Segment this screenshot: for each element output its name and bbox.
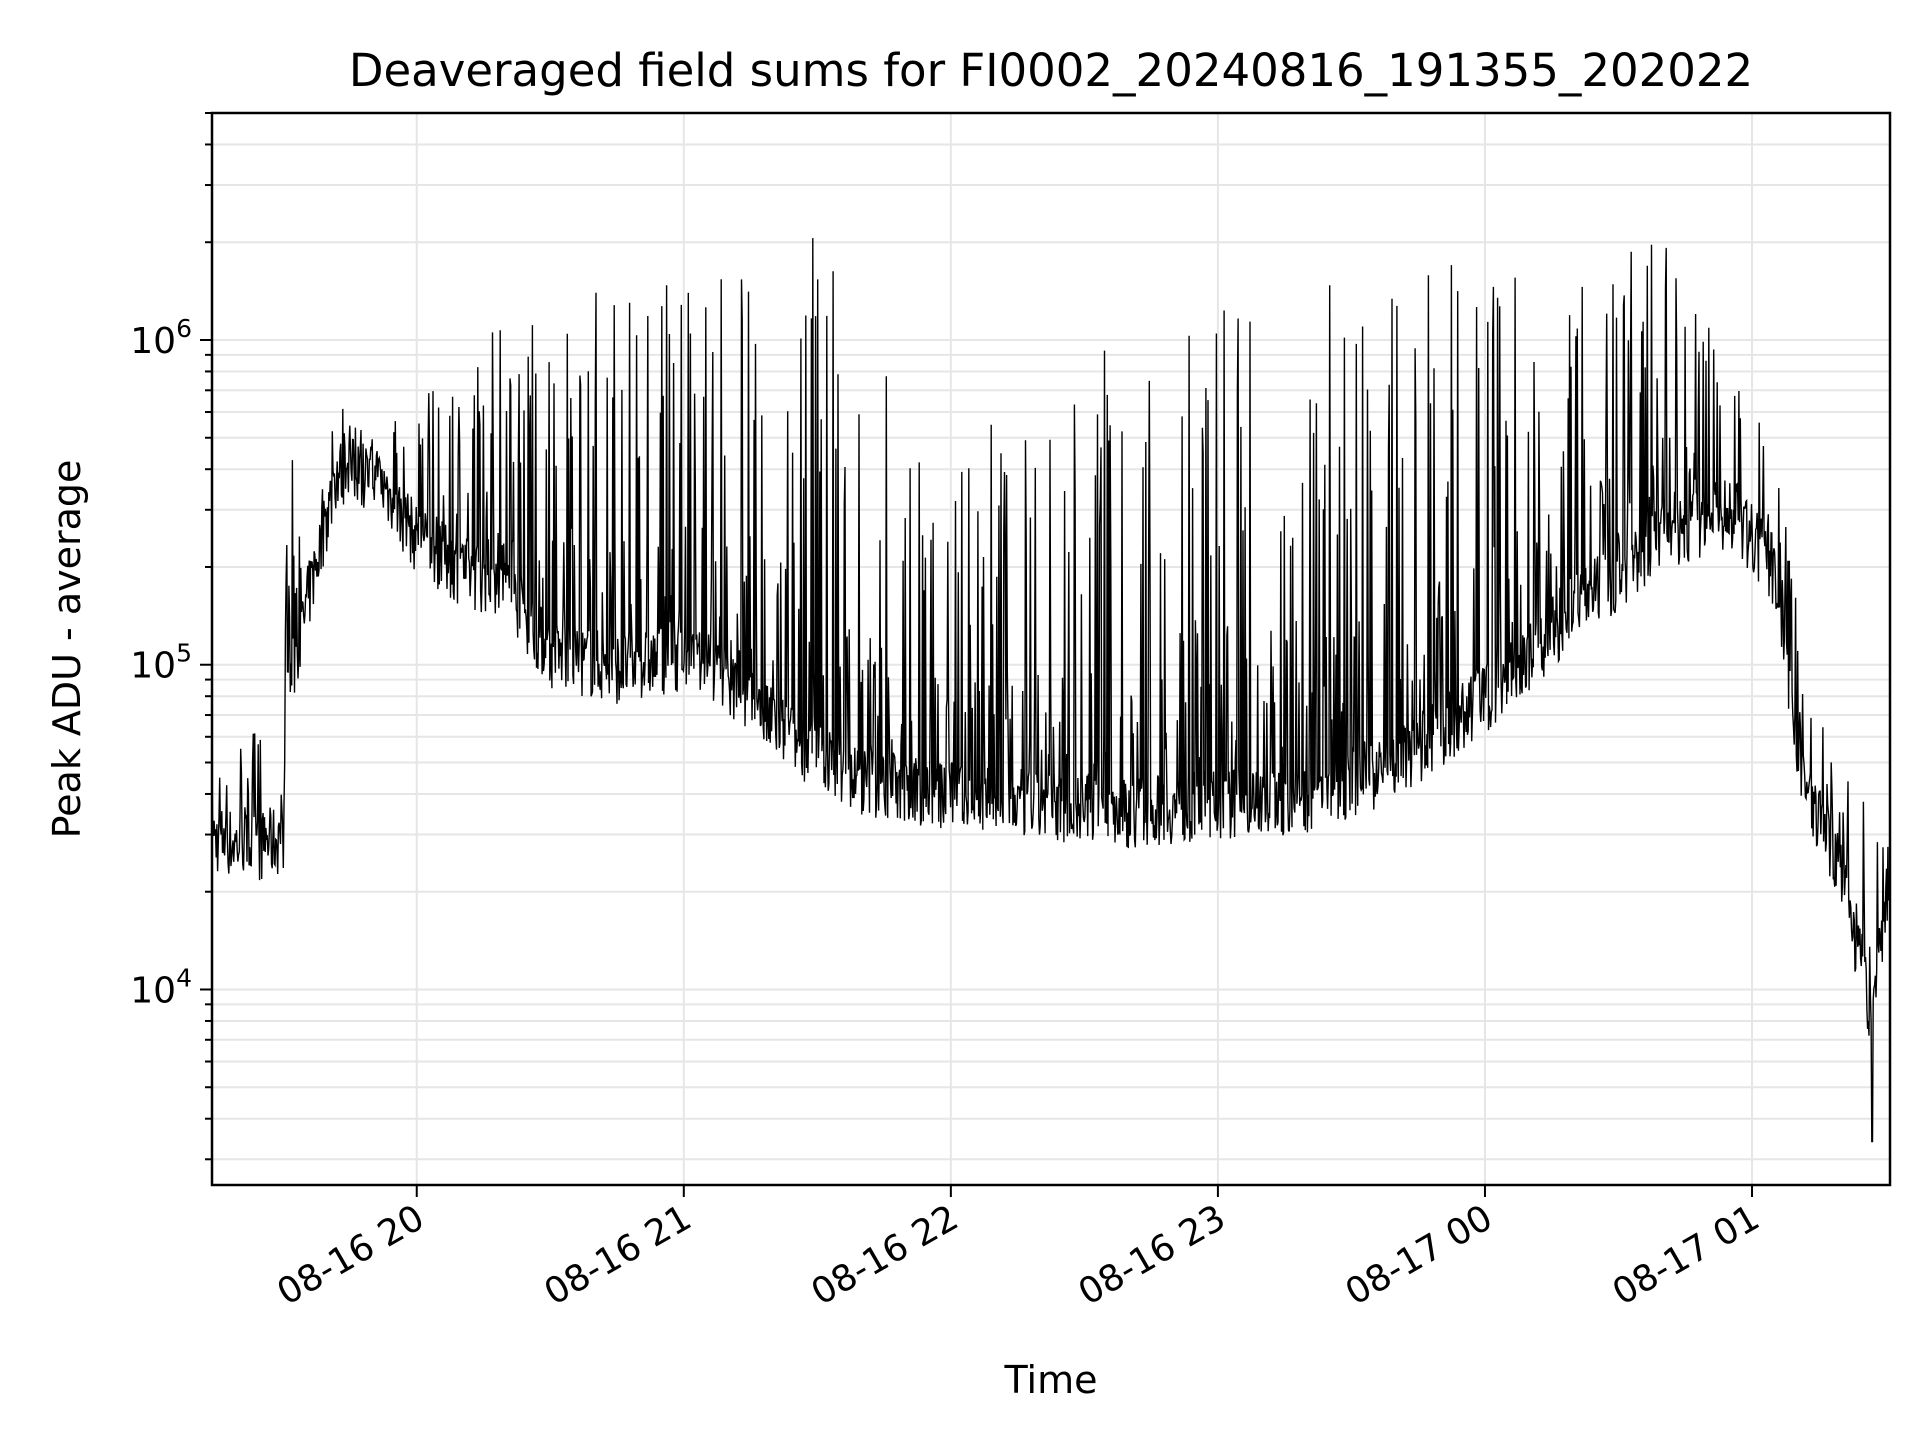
y-tick-base: 10 [130,321,176,362]
x-tick-label: 08-17 00 [1339,1197,1500,1313]
y-tick-base: 10 [130,970,176,1011]
y-tick-label: 106 [130,314,192,362]
x-tick-label: 08-16 20 [271,1197,432,1313]
y-tick-base: 10 [130,646,176,687]
y-tick-label: 104 [130,963,192,1011]
y-tick-label: 105 [130,639,192,687]
x-axis-label: Time [1004,1358,1098,1402]
chart-title: Deaveraged field sums for FI0002_2024081… [349,44,1753,97]
y-tick-exponent: 4 [176,963,192,992]
x-tick-label: 08-16 22 [805,1197,966,1313]
x-tick-label: 08-16 23 [1072,1197,1233,1313]
series-line [211,238,1891,1143]
y-axis-label: Peak ADU - average [45,460,89,839]
y-tick-exponent: 5 [176,639,192,668]
x-tick-label: 08-17 01 [1606,1197,1767,1313]
plot-frame [210,111,1892,1187]
x-axis: 08-16 20 08-16 21 08-16 22 08-16 23 08-17 00… [271,1185,1767,1314]
y-tick-exponent: 6 [176,314,192,343]
x-tick-label: 08-16 21 [538,1197,699,1313]
